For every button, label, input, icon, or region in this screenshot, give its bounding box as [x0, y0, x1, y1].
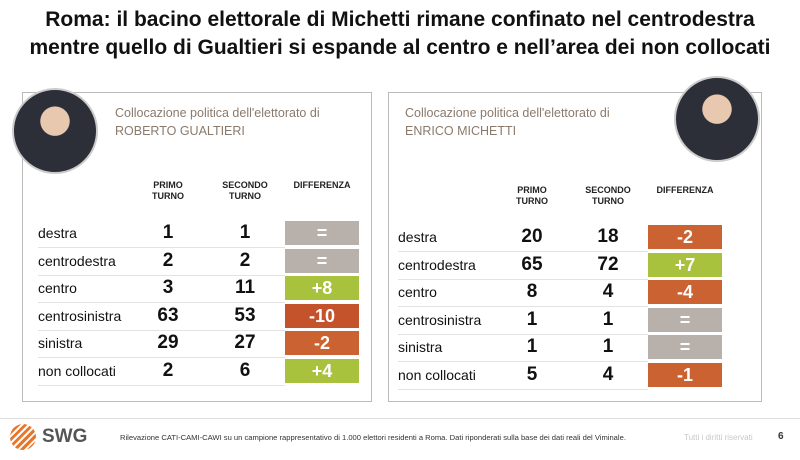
footnote: Rilevazione CATI-CAMI-CAWI su un campion… — [120, 433, 626, 442]
difference-cell: +7 — [648, 252, 722, 277]
row-separator — [38, 357, 285, 358]
difference-cell: = — [285, 248, 359, 273]
difference-cell: -2 — [285, 331, 359, 355]
row-label: centro — [38, 280, 77, 296]
row-label: sinistra — [38, 335, 83, 351]
rights: Tutti i diritti riservati — [684, 433, 753, 442]
row-separator — [398, 278, 648, 280]
value: 5 — [526, 363, 538, 385]
value: 20 — [521, 226, 543, 247]
value: 4 — [602, 363, 614, 385]
value: 72 — [597, 253, 619, 275]
row-label: destra — [38, 225, 77, 241]
row-separator — [38, 384, 285, 386]
value: 2 — [162, 359, 174, 381]
row-separator — [398, 333, 648, 335]
difference-cell: = — [648, 307, 722, 332]
column-header: PRIMO TURNO — [516, 185, 548, 206]
row-separator — [38, 302, 285, 303]
row-label: destra — [398, 229, 437, 245]
difference-cell: -10 — [285, 303, 359, 328]
row-separator — [398, 388, 648, 390]
row-separator — [38, 247, 285, 248]
panel-box — [22, 92, 372, 402]
value: 65 — [521, 253, 543, 275]
difference-cell: -4 — [648, 280, 722, 304]
row-label: sinistra — [398, 339, 443, 355]
row-separator — [38, 274, 285, 276]
column-header: DIFFERENZA — [656, 185, 714, 195]
panel-heading: Collocazione politica dell'elettorato di — [405, 106, 610, 120]
value: 8 — [526, 281, 538, 302]
value: 3 — [162, 277, 174, 298]
column-header: DIFFERENZA — [293, 180, 351, 190]
portrait — [12, 88, 98, 174]
value: 1 — [239, 222, 251, 243]
panel-heading: Collocazione politica dell'elettorato di — [115, 106, 320, 120]
difference-cell: = — [285, 221, 359, 245]
logo-mark — [10, 424, 36, 450]
column-header: PRIMO TURNO — [152, 180, 184, 201]
row-label: centro — [398, 284, 437, 300]
value: 63 — [157, 304, 179, 326]
value: 2 — [239, 249, 251, 271]
difference-cell: -2 — [648, 225, 722, 249]
value: 11 — [234, 277, 256, 298]
panel-box — [388, 92, 762, 402]
value: 1 — [602, 308, 614, 330]
portrait — [674, 76, 760, 162]
value: 27 — [234, 332, 256, 353]
row-label: centrosinistra — [38, 307, 122, 324]
row-label: centrodestra — [38, 252, 116, 269]
difference-cell: +8 — [285, 276, 359, 300]
value: 2 — [162, 249, 174, 271]
footer-rule — [0, 418, 800, 419]
row-separator — [398, 361, 648, 362]
column-header: SECONDO TURNO — [585, 185, 631, 206]
difference-cell: -1 — [648, 362, 722, 387]
row-label: centrodestra — [398, 256, 476, 273]
column-header: SECONDO TURNO — [222, 180, 268, 201]
value: 4 — [602, 281, 614, 302]
value: 1 — [162, 222, 174, 243]
logo: SWG — [42, 426, 88, 447]
title: Roma: il bacino elettorale di Michetti r… — [45, 8, 755, 31]
title: mentre quello di Gualtieri si espande al… — [29, 36, 771, 59]
value: 6 — [239, 359, 251, 381]
row-separator — [398, 251, 648, 252]
difference-cell: +4 — [285, 358, 359, 383]
value: 1 — [602, 336, 614, 357]
row-label: centrosinistra — [398, 311, 482, 328]
panel-heading: ENRICO MICHETTI — [405, 124, 517, 138]
row-label: non collocati — [38, 362, 116, 379]
value: 18 — [597, 226, 619, 247]
value: 1 — [526, 308, 538, 330]
row-separator — [398, 306, 648, 307]
row-label: non collocati — [398, 366, 476, 383]
value: 1 — [526, 336, 538, 357]
value: 53 — [234, 304, 256, 326]
value: 29 — [157, 332, 179, 353]
panel-heading: ROBERTO GUALTIERI — [115, 124, 245, 138]
row-separator — [38, 329, 285, 331]
page-number: 6 — [778, 431, 784, 442]
difference-cell: = — [648, 335, 722, 359]
